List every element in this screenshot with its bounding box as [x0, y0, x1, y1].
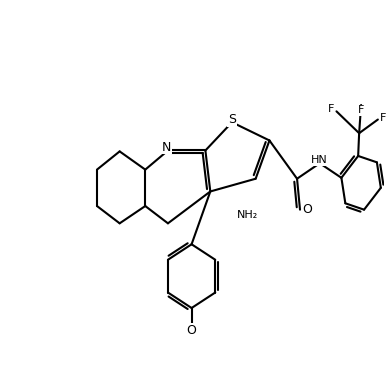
Text: NH₂: NH₂: [237, 210, 259, 220]
Text: O: O: [187, 324, 197, 337]
Text: S: S: [228, 113, 236, 126]
Text: F: F: [358, 105, 364, 115]
Text: N: N: [162, 141, 171, 154]
Text: F: F: [328, 104, 334, 114]
Text: F: F: [380, 113, 386, 124]
Text: O: O: [303, 203, 313, 216]
Text: HN: HN: [311, 155, 328, 165]
